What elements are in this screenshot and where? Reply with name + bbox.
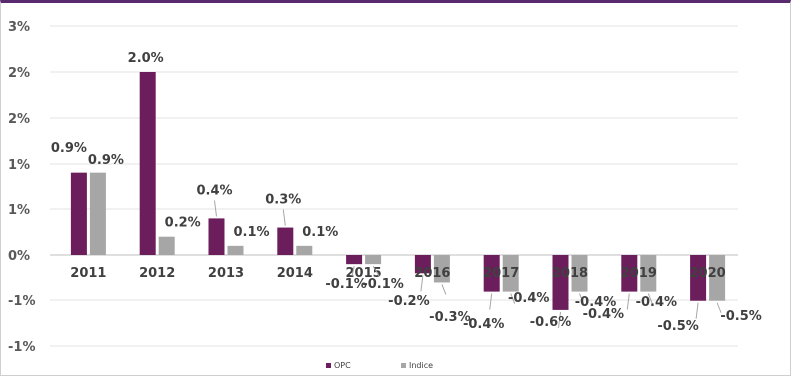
- x-category-label: 2016: [414, 266, 450, 281]
- bar-opc: [71, 173, 87, 255]
- data-label-leader: [490, 294, 492, 310]
- bar-opc: [277, 228, 293, 255]
- data-label-opc: -0.2%: [388, 294, 429, 309]
- data-label-leader: [283, 210, 285, 226]
- data-label-opc: 0.9%: [51, 141, 87, 156]
- legend-label-indice: Indice: [409, 361, 433, 370]
- x-category-label: 2020: [690, 266, 726, 281]
- data-label-leader: [442, 284, 446, 294]
- x-category-label: 2012: [139, 266, 175, 281]
- data-label-opc: 2.0%: [128, 51, 164, 66]
- data-label-opc: -0.4%: [463, 317, 504, 332]
- data-label-leader: [696, 303, 698, 319]
- x-category-label: 2014: [277, 266, 313, 281]
- x-category-label: 2017: [483, 266, 519, 281]
- x-category-label: 2013: [208, 266, 244, 281]
- bar-opc: [346, 255, 362, 264]
- data-label-indice: 0.1%: [233, 225, 269, 240]
- x-category-label: 2011: [70, 266, 106, 281]
- legend-swatch-opc: [326, 363, 331, 368]
- y-tick-label: 1%: [8, 158, 30, 173]
- data-label-indice: 0.2%: [165, 216, 201, 231]
- data-label-indice: -0.1%: [362, 277, 403, 292]
- data-label-leader: [627, 294, 629, 310]
- y-tick-label: -1%: [8, 294, 35, 309]
- bar-opc: [209, 218, 225, 255]
- data-label-opc: 0.4%: [196, 183, 232, 198]
- bar-indice: [90, 173, 106, 255]
- data-label-opc: -0.6%: [530, 315, 571, 330]
- data-label-indice: -0.5%: [720, 309, 761, 324]
- bar-opc: [140, 72, 156, 255]
- bar-indice: [296, 246, 312, 255]
- x-category-label: 2018: [552, 266, 588, 281]
- bar-opc: [553, 255, 569, 310]
- bar-indice: [159, 237, 175, 255]
- data-label-opc: -0.5%: [657, 319, 698, 334]
- data-label-opc: -0.1%: [325, 277, 366, 292]
- bar-indice: [228, 246, 244, 255]
- y-tick-label: 0%: [8, 249, 30, 264]
- data-label-indice: 0.1%: [302, 225, 338, 240]
- y-tick-label: -1%: [8, 340, 35, 355]
- y-tick-label: 1%: [8, 203, 30, 218]
- data-label-opc: -0.4%: [583, 307, 624, 322]
- y-tick-label: 3%: [8, 20, 30, 35]
- data-label-indice: -0.4%: [508, 291, 549, 306]
- legend-label-opc: OPC: [334, 361, 351, 370]
- x-category-label: 2019: [621, 266, 657, 281]
- data-label-leader: [215, 200, 217, 216]
- data-label-indice: -0.4%: [636, 295, 677, 310]
- bar-indice: [365, 255, 381, 264]
- y-tick-label: 2%: [8, 66, 30, 81]
- legend-swatch-indice: [401, 363, 406, 368]
- data-label-indice: 0.9%: [88, 153, 124, 168]
- y-tick-label: 2%: [8, 112, 30, 127]
- data-label-opc: 0.3%: [265, 193, 301, 208]
